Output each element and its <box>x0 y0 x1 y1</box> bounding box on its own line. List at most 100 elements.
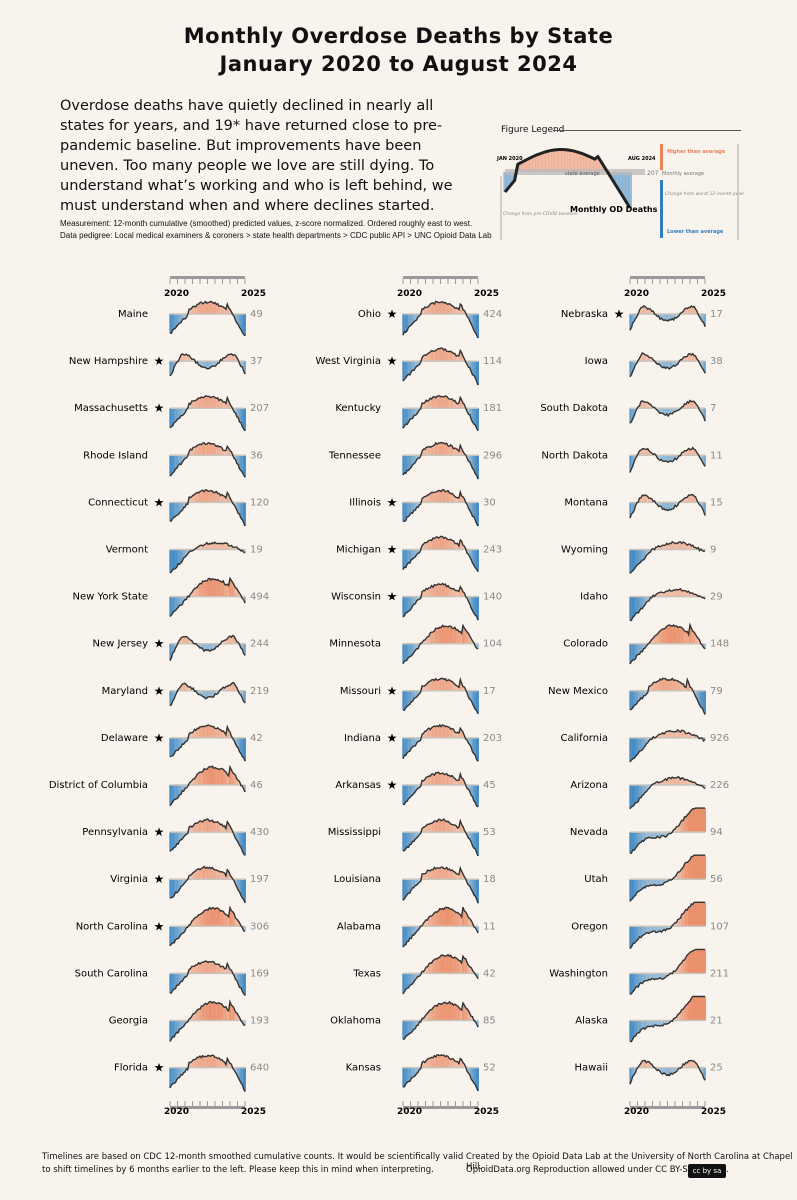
area-slice <box>430 303 433 314</box>
area-slice <box>672 778 675 785</box>
area-slice <box>667 361 670 368</box>
area-slice <box>692 307 694 314</box>
area-slice <box>451 1003 454 1021</box>
area-slice <box>471 314 474 327</box>
area-slice <box>469 879 471 887</box>
area-slice <box>700 855 702 880</box>
area-slice <box>632 785 634 807</box>
area-slice <box>173 314 176 330</box>
area-slice <box>663 314 666 321</box>
area-slice <box>409 1067 411 1082</box>
area-slice <box>415 832 418 839</box>
area-slice <box>645 307 648 314</box>
area-slice <box>242 832 245 854</box>
area-slice <box>428 540 430 550</box>
area-slice <box>447 1056 449 1068</box>
area-slice <box>689 859 691 880</box>
area-slice <box>633 455 636 462</box>
area-slice <box>170 361 173 375</box>
area-slice <box>450 539 452 550</box>
area-slice <box>477 361 479 386</box>
area-slice <box>414 596 417 604</box>
area-slice <box>233 1008 236 1021</box>
area-slice <box>402 502 404 522</box>
area-slice <box>406 690 409 707</box>
area-slice <box>233 354 236 362</box>
area-slice <box>660 832 663 836</box>
area-slice <box>236 314 238 323</box>
area-slice <box>633 879 636 897</box>
area-slice <box>675 502 678 507</box>
area-slice <box>180 355 182 362</box>
area-slice <box>686 1004 689 1021</box>
area-slice <box>456 1005 459 1021</box>
area-slice <box>182 455 185 461</box>
area-slice <box>692 856 694 880</box>
area-slice <box>704 643 706 649</box>
state-chart-kansas: Kansas 52 <box>346 1054 496 1092</box>
area-slice <box>425 1060 428 1068</box>
area-slice <box>679 626 682 644</box>
area-slice <box>683 542 686 550</box>
area-slice <box>467 832 470 839</box>
area-slice <box>664 732 667 738</box>
area-slice <box>214 397 216 409</box>
deaths-line <box>629 807 705 854</box>
area-slice <box>693 855 696 880</box>
area-slice <box>656 879 659 886</box>
area-slice <box>471 361 474 375</box>
area-slice <box>696 690 698 699</box>
area-slice <box>671 777 674 785</box>
area-slice <box>191 732 193 738</box>
baseline-star: ★ <box>614 307 625 321</box>
area-slice <box>430 727 433 738</box>
area-slice <box>456 403 459 409</box>
area-slice <box>426 447 429 456</box>
area-slice <box>188 549 191 552</box>
time-axis: 2020 2025 <box>624 276 726 299</box>
area-slice <box>452 448 455 456</box>
area-slice <box>192 447 195 456</box>
area-slice <box>234 973 237 980</box>
area-slice <box>417 879 419 884</box>
area-slice <box>226 686 229 691</box>
area-slice <box>475 361 478 382</box>
area-slice <box>632 596 634 618</box>
area-slice <box>415 785 418 790</box>
area-slice <box>429 632 432 644</box>
area-slice <box>230 637 233 644</box>
area-slice <box>474 737 477 756</box>
area-slice <box>672 361 675 366</box>
area-slice <box>690 734 693 738</box>
legend-area-slice <box>525 159 530 172</box>
area-slice <box>440 442 443 456</box>
area-slice <box>667 544 670 550</box>
area-slice <box>642 448 645 456</box>
area-slice <box>202 443 204 456</box>
area-slice <box>456 497 459 503</box>
area-slice <box>189 732 192 738</box>
area-slice <box>422 923 425 927</box>
state-name: West Virginia <box>316 356 381 367</box>
area-slice <box>428 446 430 456</box>
area-slice <box>692 593 694 597</box>
area-slice <box>701 455 704 462</box>
area-slice <box>402 1020 404 1040</box>
area-slice <box>636 596 638 613</box>
footer-credit-1: Created by the Opioid Data Lab at the Un… <box>466 1152 793 1172</box>
area-slice <box>630 690 633 710</box>
area-slice <box>687 495 690 503</box>
area-slice <box>238 1067 241 1080</box>
area-slice <box>197 962 200 974</box>
area-slice <box>668 926 671 929</box>
area-slice <box>409 879 411 894</box>
area-slice <box>208 867 211 880</box>
area-slice <box>184 785 186 789</box>
area-slice <box>702 1067 705 1078</box>
area-slice <box>222 872 225 880</box>
axis-start-label: 2020 <box>164 289 189 299</box>
axis-end-label: 2025 <box>474 1107 499 1116</box>
area-slice <box>634 879 637 896</box>
area-slice <box>172 832 174 850</box>
area-slice <box>664 455 667 462</box>
